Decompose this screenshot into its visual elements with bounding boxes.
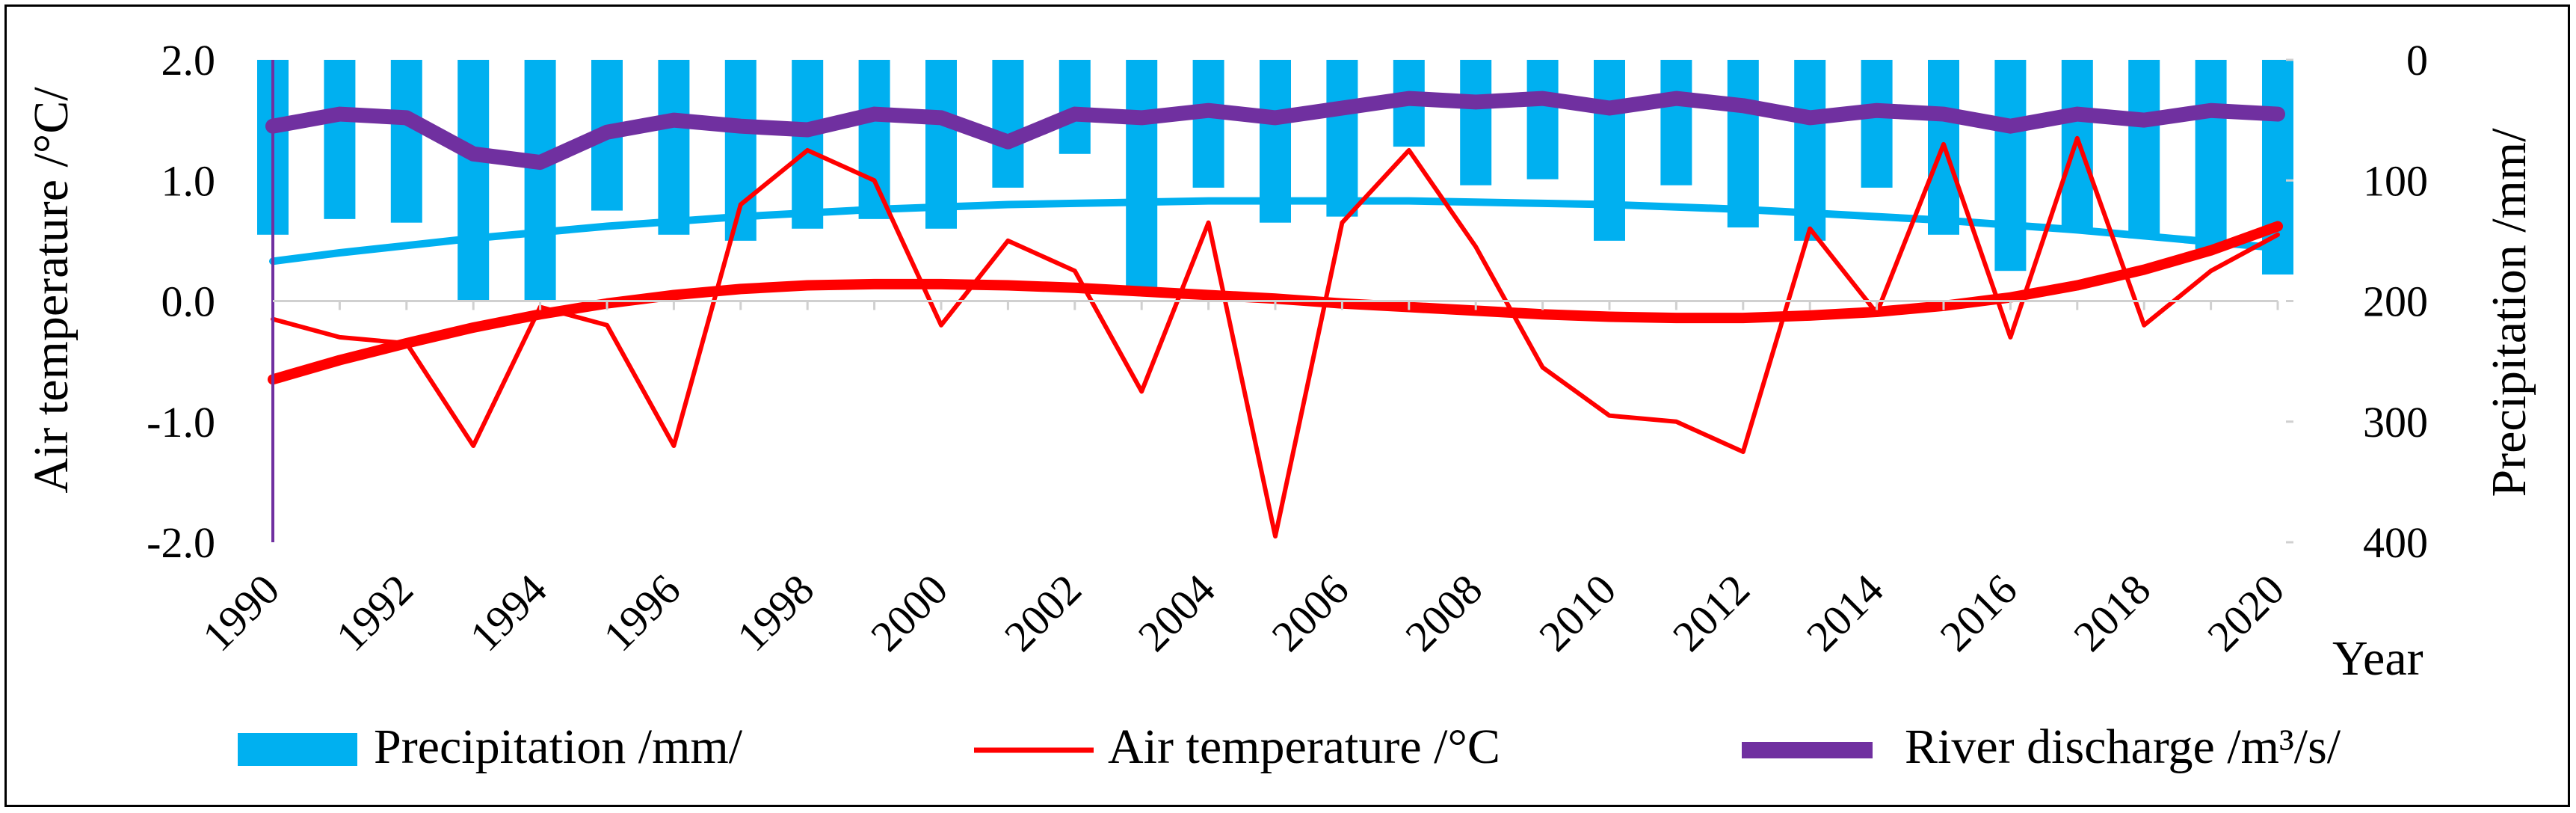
x-tick-label: 2020 xyxy=(2198,565,2293,660)
x-tick-label: 1992 xyxy=(327,565,422,660)
air-temperature-line xyxy=(271,135,2280,539)
precip-bar-1999 xyxy=(858,60,890,219)
x-tick-label: 2002 xyxy=(995,565,1091,660)
y-right-tick-label: 100 xyxy=(2363,156,2428,205)
y-left-tick-label: 0.0 xyxy=(161,277,216,326)
legend: Precipitation /mm/ Air temperature /°C R… xyxy=(238,720,2341,774)
x-tick-label: 2004 xyxy=(1129,565,1224,660)
precip-bar-2014 xyxy=(1861,60,1893,188)
y-left-tick-label: -2.0 xyxy=(147,518,215,567)
precip-bar-2000 xyxy=(925,60,957,229)
precip-bar-2016 xyxy=(1994,60,2027,271)
x-tick-label: 2014 xyxy=(1797,565,1893,660)
x-tick-label: 2006 xyxy=(1263,565,1358,660)
x-tick-label: 2016 xyxy=(1931,565,2027,660)
x-tick-label: 1994 xyxy=(460,565,556,660)
precip-bar-2018 xyxy=(2128,60,2160,239)
precip-bar-2001 xyxy=(992,60,1024,188)
x-tick-label: 1990 xyxy=(193,565,289,660)
y-right-tick-label: 400 xyxy=(2363,518,2428,567)
precip-bar-2019 xyxy=(2195,60,2227,250)
precip-bar-1996 xyxy=(658,60,690,235)
x-tick-label: 2008 xyxy=(1396,565,1491,660)
x-tick-label: 2018 xyxy=(2064,565,2160,660)
y-right-tick-label: 0 xyxy=(2406,36,2428,85)
y-right-axis-title: Precipitation /mm/ xyxy=(2482,128,2536,497)
legend-swatch-precipitation xyxy=(238,733,357,766)
precip-bar-1993 xyxy=(457,60,490,301)
precip-bar-1998 xyxy=(792,60,824,229)
precipitation-trendline xyxy=(269,197,2281,266)
y-left-tick-label: 2.0 xyxy=(161,36,216,85)
y-left-tick-label: -1.0 xyxy=(147,398,215,447)
legend-label-river-discharge: River discharge /m³/s/ xyxy=(1905,720,2341,774)
precip-bar-2008 xyxy=(1460,60,1492,185)
series-lines xyxy=(265,90,2285,539)
precip-bar-2010 xyxy=(1594,60,1625,241)
y-right-tick-label: 300 xyxy=(2363,398,2428,447)
y-right-ticks: 0 100 200 300 400 xyxy=(2286,36,2428,567)
precip-bar-1991 xyxy=(324,60,356,219)
precip-bar-2009 xyxy=(1526,60,1559,180)
x-tick-label: 1998 xyxy=(727,565,823,660)
y-left-axis-title: Air temperature /°C/ xyxy=(24,87,78,494)
legend-label-precipitation: Precipitation /mm/ xyxy=(374,720,743,774)
precip-bar-2003 xyxy=(1126,60,1158,289)
precipitation-bars xyxy=(257,60,2293,301)
precip-bar-2011 xyxy=(1660,60,1692,185)
precip-bar-2004 xyxy=(1192,60,1224,188)
precip-bar-2006 xyxy=(1326,60,1358,217)
axes xyxy=(271,60,2279,542)
y-left-tick-label: 1.0 xyxy=(161,156,216,205)
precip-bar-1994 xyxy=(524,60,556,301)
x-axis-title: Year xyxy=(2332,631,2424,686)
y-left-ticks: 2.0 1.0 0.0 -1.0 -2.0 xyxy=(147,36,215,567)
legend-label-air-temperature: Air temperature /°C xyxy=(1108,720,1500,774)
river-discharge-line xyxy=(265,90,2285,171)
precip-bar-2012 xyxy=(1727,60,1759,228)
trendlines xyxy=(268,197,2283,385)
x-tick-labels: 1990 1992 1994 1996 1998 2000 2002 2004 2006 2008… xyxy=(193,565,2293,660)
x-tick-label: 2012 xyxy=(1663,565,1759,660)
x-tick-label: 1996 xyxy=(594,565,690,660)
y-right-tick-label: 200 xyxy=(2363,277,2428,326)
x-tick-label: 2000 xyxy=(861,565,957,660)
precip-bar-1992 xyxy=(390,60,422,223)
x-tick-label: 2010 xyxy=(1529,565,1625,660)
chart-frame xyxy=(4,4,2570,807)
precip-bar-2005 xyxy=(1260,60,1291,223)
